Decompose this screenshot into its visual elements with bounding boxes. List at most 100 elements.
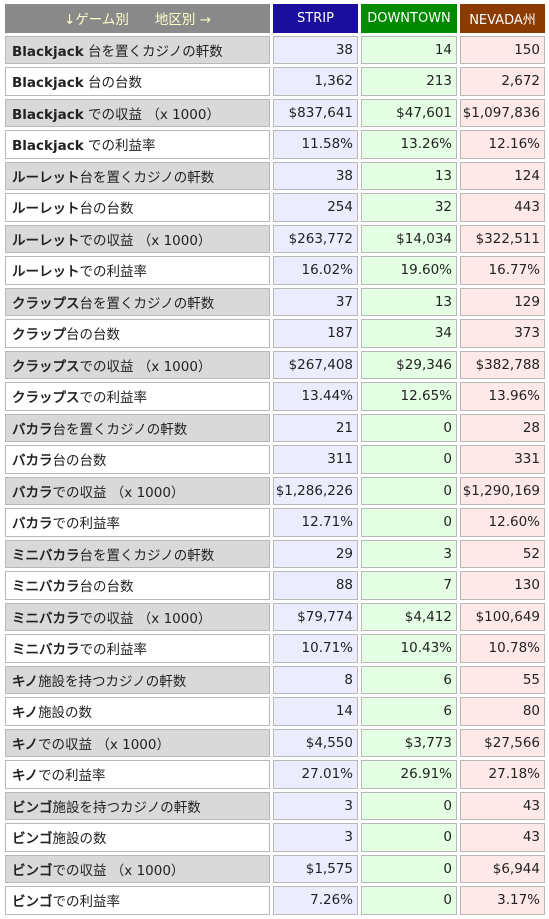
metric-label: での利益率 [52,516,121,533]
metric-label: での利益率 [52,894,121,911]
row-label: ルーレット台の台数 [5,193,270,222]
game-name: バカラ [12,421,53,438]
cell-downtown: $29,346 [361,350,457,379]
cell-nevada: 13.96% [460,382,545,411]
cell-strip: $1,286,226 [273,476,358,505]
cell-strip: 13.44% [273,382,358,411]
table-row: ミニバカラでの収益 （x 1000） $79,774 $4,412 $100,649 [5,602,545,631]
table-row: ルーレット台の台数 254 32 443 [5,193,545,222]
cell-downtown: 0 [361,791,457,820]
row-label: ミニバカラでの利益率 [5,634,270,663]
table-body: Blackjack 台を置くカジノの軒数 38 14 150 Blackjack 台の台… [5,35,545,915]
row-label: Blackjack 台の台数 [5,67,270,96]
metric-label: 台を置くカジノの軒数 [52,421,188,438]
game-name: Blackjack [12,43,84,60]
table-row: クラップス台を置くカジノの軒数 37 13 129 [5,287,545,316]
cell-strip: 7.26% [273,886,358,915]
cell-nevada: $1,097,836 [460,98,545,127]
row-label: クラップス台を置くカジノの軒数 [5,287,270,316]
cell-nevada: 3.17% [460,886,545,915]
metric-label: 施設の数 [38,705,93,722]
table-row: ミニバカラでの利益率 10.71% 10.43% 10.78% [5,634,545,663]
table-row: キノでの収益 （x 1000） $4,550 $3,773 $27,566 [5,728,545,757]
cell-nevada: 331 [460,445,545,474]
cell-nevada: 10.78% [460,634,545,663]
row-label: バカラ台の台数 [5,445,270,474]
corner-header: ↓ゲーム別 地区別 → [5,4,270,33]
game-name: ビンゴ [12,894,53,911]
row-label: キノ施設の数 [5,697,270,726]
cell-nevada: 373 [460,319,545,348]
cell-nevada: $100,649 [460,602,545,631]
table-row: バカラでの利益率 12.71% 0 12.60% [5,508,545,537]
cell-strip: 11.58% [273,130,358,159]
cell-strip: 88 [273,571,358,600]
table-row: バカラ台の台数 311 0 331 [5,445,545,474]
metric-label: 台を置くカジノの軒数 [79,295,215,312]
row-label: Blackjack 台を置くカジノの軒数 [5,35,270,64]
cell-strip: 37 [273,287,358,316]
table-row: キノ施設を持つカジノの軒数 8 6 55 [5,665,545,694]
cell-downtown: 0 [361,476,457,505]
metric-label: 施設を持つカジノの軒数 [38,673,187,690]
row-label: ミニバカラでの収益 （x 1000） [5,602,270,631]
game-name: ルーレット [12,201,80,218]
cell-strip: 21 [273,413,358,442]
header-row: ↓ゲーム別 地区別 → STRIP DOWNTOWN NEVADA州 [5,4,545,33]
row-label: バカラでの収益 （x 1000） [5,476,270,505]
cell-nevada: 12.60% [460,508,545,537]
cell-downtown: 0 [361,508,457,537]
game-name: ルーレット [12,232,80,249]
metric-label: 台の台数 [79,201,134,218]
cell-nevada: 43 [460,791,545,820]
corner-left-label: ↓ゲーム別 [63,12,129,29]
cell-downtown: 19.60% [361,256,457,285]
cell-nevada: 129 [460,287,545,316]
row-label: キノでの利益率 [5,760,270,789]
cell-strip: 1,362 [273,67,358,96]
game-name: ビンゴ [12,862,53,879]
table-row: Blackjack での収益 （x 1000） $837,641 $47,601 $1… [5,98,545,127]
game-name: クラップス [12,358,80,375]
cell-downtown: 10.43% [361,634,457,663]
cell-nevada: 130 [460,571,545,600]
cell-strip: 29 [273,539,358,568]
cell-strip: $4,550 [273,728,358,757]
row-label: ビンゴでの利益率 [5,886,270,915]
table-row: クラップスでの収益 （x 1000） $267,408 $29,346 $382,78… [5,350,545,379]
table-row: ビンゴ施設の数 3 0 43 [5,823,545,852]
table-row: ミニバカラ台の台数 88 7 130 [5,571,545,600]
table-row: キノでの利益率 27.01% 26.91% 27.18% [5,760,545,789]
row-label: キノ施設を持つカジノの軒数 [5,665,270,694]
metric-label: での収益 （x 1000） [83,106,220,123]
metric-label: 台を置くカジノの軒数 [79,547,215,564]
game-name: ミニバカラ [12,547,80,564]
game-name: クラップ [12,327,66,344]
cell-downtown: 6 [361,697,457,726]
game-name: Blackjack [12,75,84,92]
metric-label: 台の台数 [52,453,107,470]
table-row: Blackjack での利益率 11.58% 13.26% 12.16% [5,130,545,159]
game-name: ルーレット [12,264,80,281]
table-row: クラップスでの利益率 13.44% 12.65% 13.96% [5,382,545,411]
row-label: ビンゴ施設を持つカジノの軒数 [5,791,270,820]
game-name: クラップス [12,390,80,407]
metric-label: 台の台数 [66,327,120,344]
cell-strip: 3 [273,823,358,852]
row-label: ビンゴでの収益 （x 1000） [5,854,270,883]
table-row: Blackjack 台の台数 1,362 213 2,672 [5,67,545,96]
row-label: ミニバカラ台を置くカジノの軒数 [5,539,270,568]
row-label: ルーレット台を置くカジノの軒数 [5,161,270,190]
game-name: ミニバカラ [12,642,80,659]
cell-strip: $1,575 [273,854,358,883]
game-name: キノ [12,673,39,690]
game-name: ルーレット [12,169,80,186]
cell-nevada: 16.77% [460,256,545,285]
cell-downtown: 13 [361,287,457,316]
cell-strip: 14 [273,697,358,726]
row-label: ルーレットでの利益率 [5,256,270,285]
table-row: ルーレット台を置くカジノの軒数 38 13 124 [5,161,545,190]
game-name: Blackjack [12,138,84,155]
cell-downtown: 0 [361,413,457,442]
cell-nevada: 150 [460,35,545,64]
